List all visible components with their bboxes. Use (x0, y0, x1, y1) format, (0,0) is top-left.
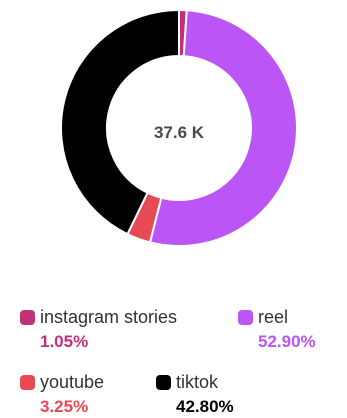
donut-slices (60, 8, 299, 247)
legend-swatch-tiktok (156, 375, 171, 390)
legend-swatch-reel (238, 310, 253, 325)
donut-center-total: 37.6 K (154, 123, 205, 142)
legend-value-tiktok: 42.80% (176, 397, 234, 416)
legend-label-tiktok: tiktok (176, 372, 219, 392)
legend-swatch-youtube (20, 375, 35, 390)
legend-value-youtube: 3.25% (40, 397, 89, 416)
donut-chart: 37.6 K (60, 8, 299, 247)
donut-slice-reel[interactable] (148, 9, 299, 247)
legend-swatch-instagram-stories (20, 310, 35, 325)
legend-label-youtube: youtube (40, 372, 105, 392)
legend-label-reel: reel (258, 307, 289, 327)
donut-slice-tiktok[interactable] (60, 8, 180, 236)
legend-value-reel: 52.90% (258, 332, 316, 351)
legend-value-instagram-stories: 1.05% (40, 332, 89, 351)
chart-legend: instagram stories 1.05% reel 52.90% yout… (0, 300, 347, 418)
legend-label-instagram-stories: instagram stories (40, 307, 178, 327)
